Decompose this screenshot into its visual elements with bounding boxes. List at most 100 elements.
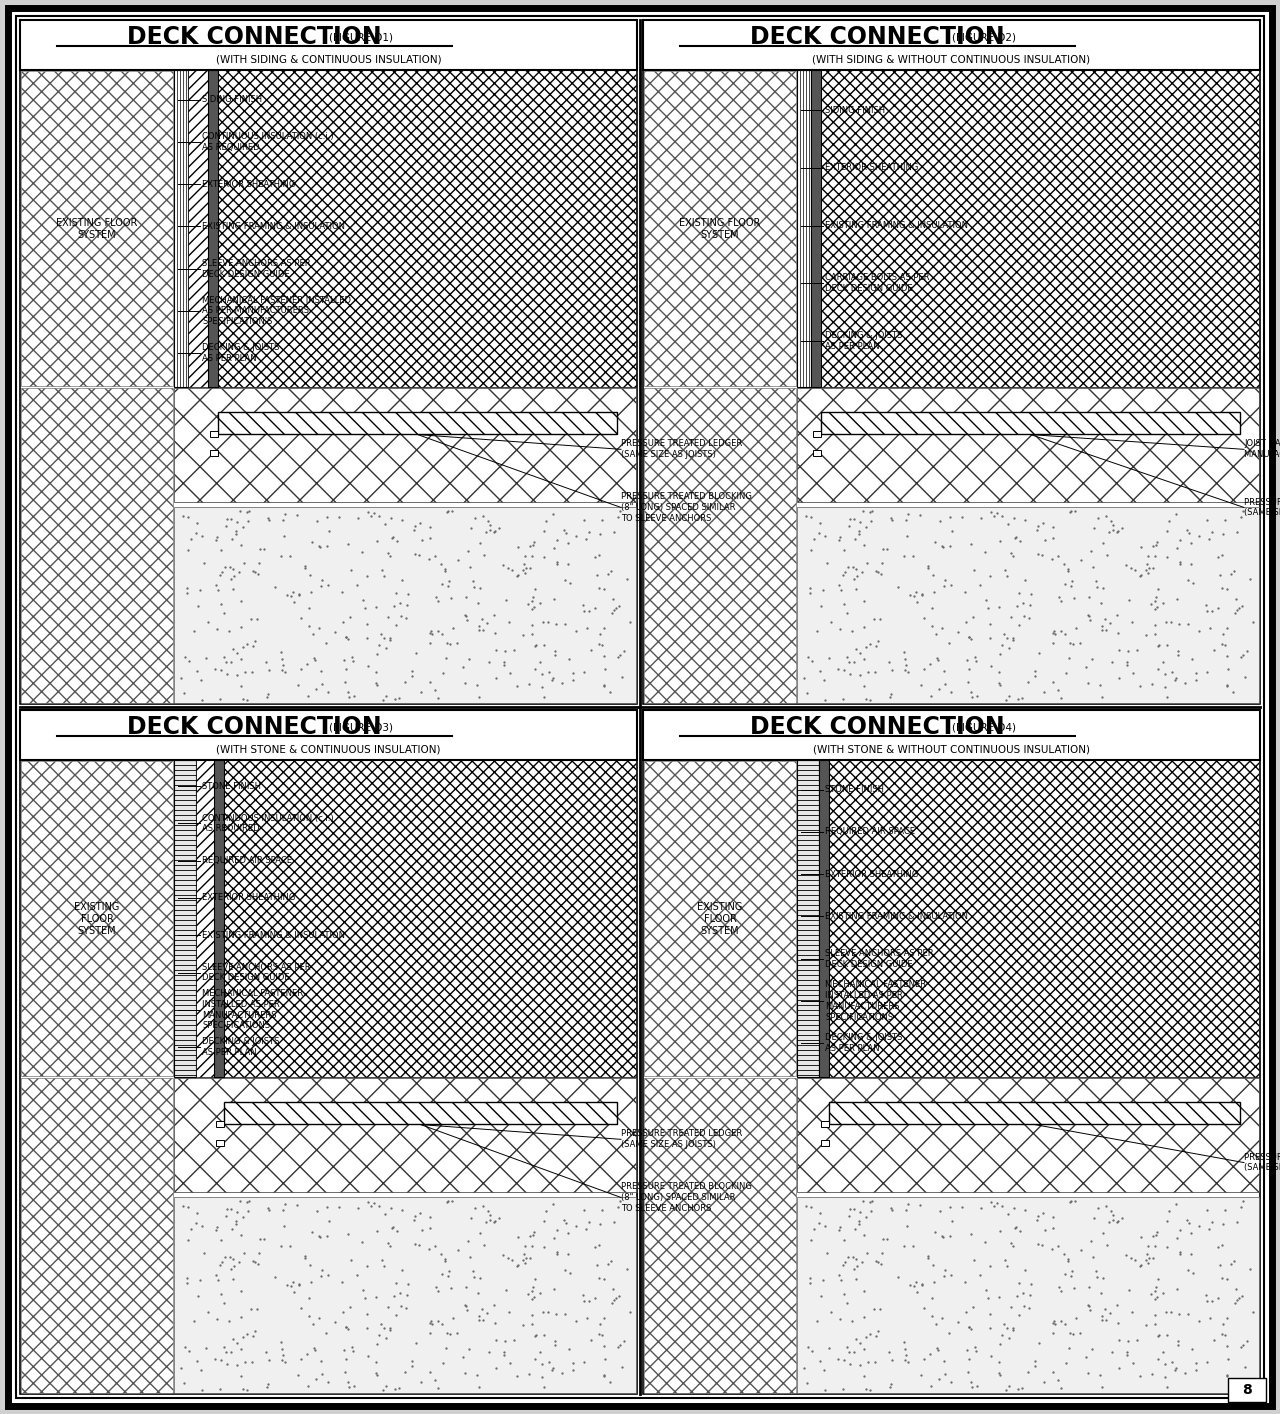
Point: [1082, 648, 1102, 670]
Point: [897, 1192, 918, 1215]
Point: [833, 1379, 854, 1401]
Point: [1110, 1328, 1130, 1350]
Point: [1007, 1377, 1028, 1400]
Point: [844, 508, 864, 530]
Bar: [20, 759, 637, 1394]
Point: [298, 1287, 319, 1309]
Point: [522, 1234, 543, 1257]
Point: [1143, 1246, 1164, 1268]
Point: [225, 519, 246, 542]
Point: [420, 1216, 440, 1239]
Point: [989, 595, 1010, 618]
Point: [221, 1217, 242, 1240]
Point: [566, 525, 586, 547]
Text: EXISTING FLOOR
SYSTEM: EXISTING FLOOR SYSTEM: [680, 218, 760, 239]
Point: [1212, 1312, 1233, 1335]
Point: [589, 633, 609, 656]
Point: [175, 1336, 196, 1359]
Point: [1146, 1234, 1166, 1257]
Point: [1169, 1302, 1189, 1325]
Point: [1216, 1268, 1236, 1291]
Point: [1243, 611, 1263, 633]
Point: [844, 1340, 864, 1363]
Point: [594, 673, 614, 696]
Point: [223, 1328, 243, 1350]
Point: [275, 660, 296, 683]
Point: [1108, 667, 1129, 690]
Point: [431, 573, 452, 595]
Text: MECHANICAL FASTENER INSTALLED
AS PER MANUFACTURERS
SPECIFICATION'S: MECHANICAL FASTENER INSTALLED AS PER MAN…: [202, 296, 351, 327]
Point: [390, 605, 411, 628]
Point: [410, 1202, 430, 1225]
Point: [1181, 648, 1202, 670]
Point: [532, 1353, 553, 1376]
Point: [996, 689, 1016, 711]
Point: [897, 502, 918, 525]
Point: [271, 1338, 292, 1360]
Point: [856, 1241, 877, 1264]
Point: [1079, 1298, 1100, 1321]
Point: [343, 1374, 364, 1397]
Point: [477, 612, 498, 635]
Point: [178, 1229, 198, 1251]
Point: [1144, 614, 1165, 636]
Point: [260, 509, 280, 532]
Point: [230, 1365, 251, 1387]
Point: [594, 674, 614, 697]
Point: [794, 1356, 814, 1379]
Point: [1000, 684, 1020, 707]
Point: [989, 642, 1010, 665]
Point: [241, 1298, 261, 1321]
Point: [224, 564, 244, 587]
Point: [932, 534, 952, 557]
Point: [1087, 570, 1107, 592]
Point: [472, 1308, 493, 1331]
Point: [602, 601, 622, 624]
Point: [854, 533, 874, 556]
Point: [1130, 566, 1151, 588]
Point: [274, 525, 294, 547]
Point: [1169, 639, 1189, 662]
Point: [554, 1209, 575, 1232]
Point: [934, 1258, 955, 1281]
Point: [1233, 501, 1253, 523]
Point: [371, 1249, 392, 1271]
Point: [814, 1379, 835, 1401]
Point: [389, 1282, 410, 1305]
Point: [402, 1349, 422, 1372]
Point: [220, 1246, 241, 1268]
Point: [1107, 1210, 1128, 1233]
Point: [288, 1273, 308, 1295]
Point: [197, 611, 218, 633]
Text: EXISTING FRAMING & INSULATION: EXISTING FRAMING & INSULATION: [826, 221, 968, 230]
Point: [1043, 526, 1064, 549]
Point: [599, 1370, 620, 1393]
Point: [552, 672, 572, 694]
Point: [411, 529, 431, 551]
Point: [439, 570, 460, 592]
Point: [873, 537, 893, 560]
Point: [518, 673, 539, 696]
Point: [472, 1195, 493, 1217]
Point: [831, 578, 851, 601]
Point: [881, 1373, 901, 1396]
Point: [1197, 509, 1217, 532]
Point: [248, 1241, 269, 1264]
Point: [920, 1342, 941, 1365]
Point: [1183, 573, 1203, 595]
Point: [1140, 1282, 1161, 1305]
Point: [173, 505, 193, 527]
Point: [1034, 1219, 1055, 1241]
Point: [494, 1340, 515, 1363]
Text: PRESSURE TREATED BLOCKING
(8" LONG) SPACED SIMILAR
TO SLEEVE ANCHORS: PRESSURE TREATED BLOCKING (8" LONG) SPAC…: [621, 1182, 751, 1213]
Point: [828, 529, 849, 551]
Point: [1189, 619, 1210, 642]
Point: [855, 1205, 876, 1227]
Point: [591, 633, 612, 656]
Point: [1119, 1280, 1139, 1302]
Point: [1153, 1340, 1174, 1363]
Point: [579, 1212, 599, 1234]
Point: [420, 515, 440, 537]
Point: [820, 611, 841, 633]
Point: [480, 519, 500, 542]
